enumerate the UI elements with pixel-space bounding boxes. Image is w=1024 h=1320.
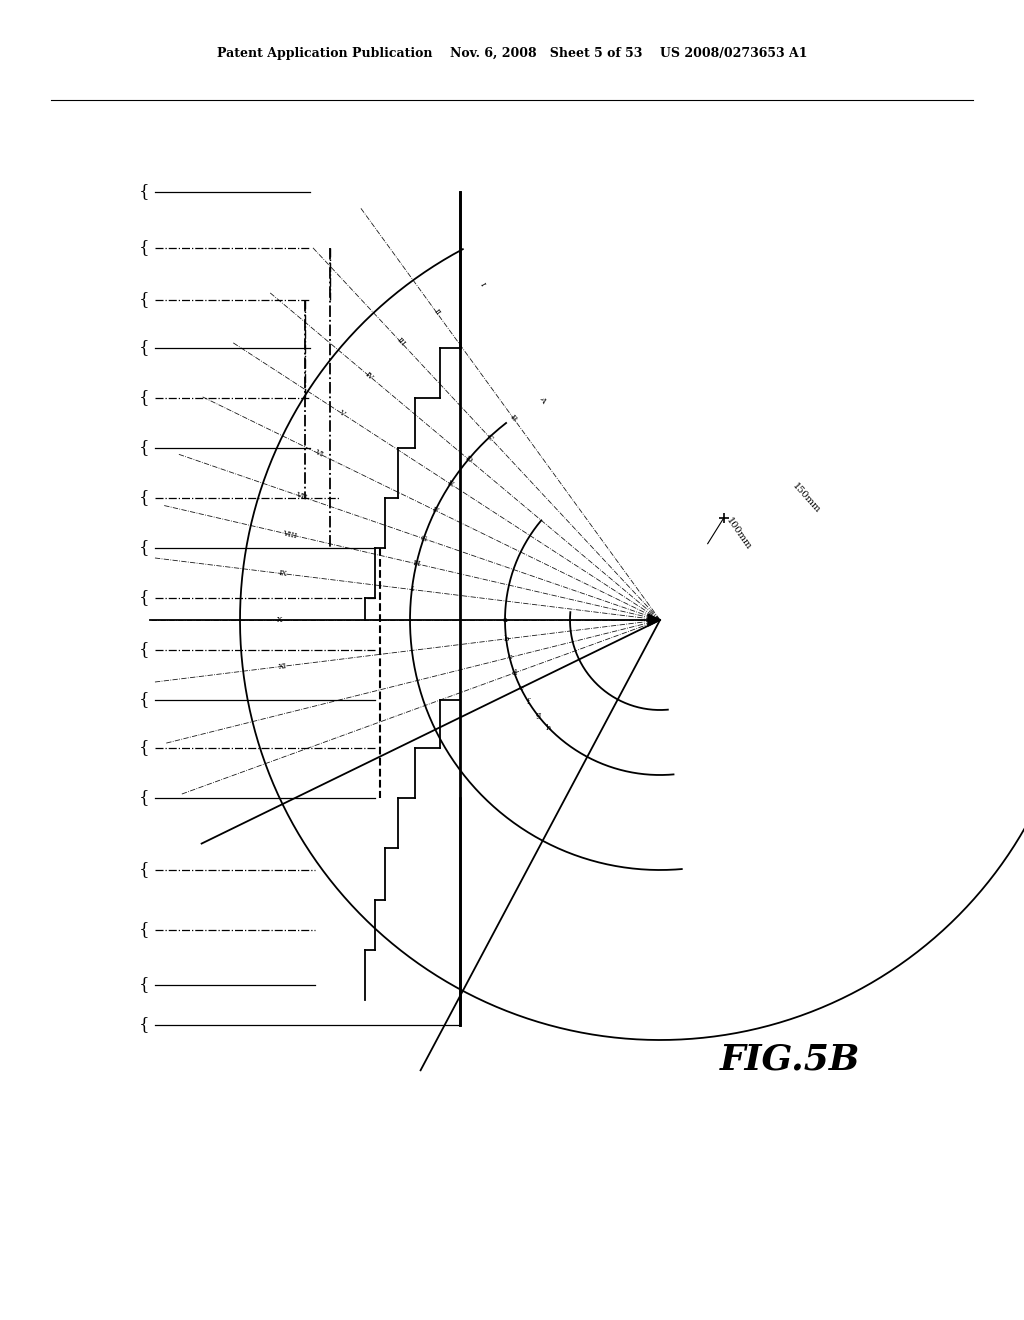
Text: {: { — [139, 862, 150, 879]
Text: I: I — [410, 586, 414, 594]
Text: f: f — [527, 698, 530, 706]
Text: {: { — [139, 440, 150, 457]
Text: {: { — [139, 977, 150, 994]
Text: {: { — [139, 239, 150, 256]
Text: IX: IX — [279, 569, 288, 578]
Text: {: { — [139, 1016, 150, 1034]
Text: C: C — [484, 432, 495, 442]
Text: b: b — [504, 635, 509, 643]
Text: {: { — [139, 292, 150, 309]
Text: {: { — [139, 921, 150, 939]
Text: 150mm: 150mm — [790, 482, 821, 515]
Text: VI: VI — [313, 447, 324, 459]
Text: H: H — [413, 560, 421, 568]
Text: {: { — [139, 590, 150, 606]
Text: VII: VII — [294, 491, 307, 502]
Text: F: F — [431, 506, 439, 515]
Text: V: V — [337, 408, 346, 418]
Text: III: III — [395, 337, 407, 348]
Text: G: G — [420, 533, 428, 544]
Text: II: II — [432, 308, 441, 317]
Text: E: E — [445, 479, 455, 488]
Text: VIII: VIII — [282, 529, 298, 540]
Text: XI: XI — [279, 661, 288, 671]
Text: X: X — [278, 616, 283, 624]
Text: {: { — [139, 490, 150, 507]
Text: {: { — [139, 789, 150, 807]
Text: B: B — [508, 413, 518, 422]
Text: IV: IV — [364, 370, 375, 381]
Text: {: { — [139, 389, 150, 407]
Text: d: d — [512, 669, 517, 677]
Text: {: { — [139, 642, 150, 659]
Text: D: D — [464, 454, 473, 465]
Text: {: { — [139, 339, 150, 356]
Text: 100mm: 100mm — [724, 516, 753, 552]
Polygon shape — [648, 614, 660, 626]
Text: c: c — [507, 653, 512, 661]
Text: {: { — [139, 739, 150, 756]
Text: {: { — [139, 183, 150, 201]
Text: Patent Application Publication    Nov. 6, 2008   Sheet 5 of 53    US 2008/027365: Patent Application Publication Nov. 6, 2… — [217, 48, 807, 61]
Text: h: h — [546, 723, 551, 731]
Text: {: { — [139, 540, 150, 557]
Text: g: g — [536, 711, 541, 719]
Text: I: I — [477, 281, 485, 288]
Text: A: A — [538, 395, 548, 404]
Text: e: e — [518, 684, 523, 692]
Text: a: a — [503, 616, 508, 624]
Text: {: { — [139, 692, 150, 709]
Text: FIG.5B: FIG.5B — [720, 1043, 860, 1077]
